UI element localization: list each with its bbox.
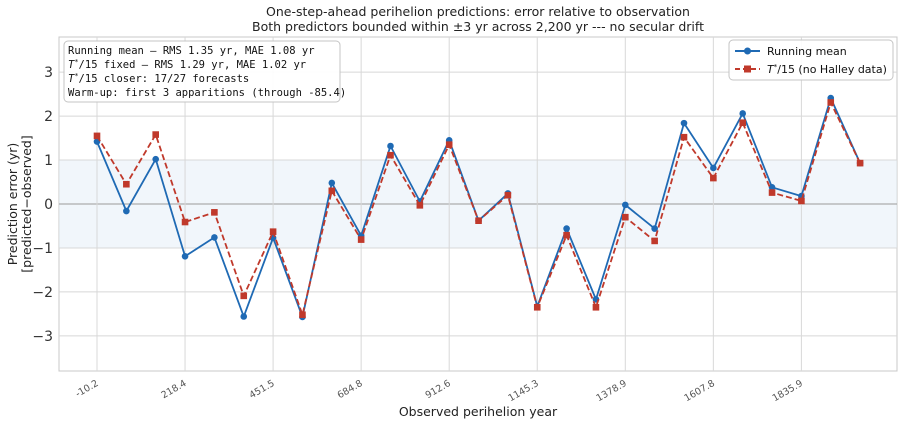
y-tick-layer: −3 −2 −1 0 1 2 3: [32, 65, 53, 345]
y-tick-label: −1: [32, 241, 53, 257]
data-point-tstar: [475, 217, 482, 224]
data-point-tstar: [504, 191, 512, 199]
y-tick-label: 2: [44, 109, 53, 125]
legend-marker-running-mean: [744, 47, 751, 55]
y-tick-label: 1: [44, 153, 53, 169]
annotation-line-2-prefix: T: [68, 59, 75, 71]
annotation-line-4: Warm-up: first 3 apparitions (through -8…: [68, 87, 346, 99]
x-tick-label: -10.2: [74, 378, 101, 400]
data-point-tstar: [680, 133, 688, 141]
data-point-running-mean: [563, 225, 570, 232]
data-point-tstar: [856, 159, 864, 167]
series-layer: [93, 94, 864, 321]
data-point-tstar: [798, 197, 805, 205]
data-point-running-mean: [680, 119, 688, 127]
data-point-running-mean: [622, 201, 629, 209]
data-point-tstar: [592, 303, 600, 311]
data-point-tstar: [563, 231, 570, 239]
y-tick-label: −2: [32, 285, 53, 301]
legend-frame: [728, 39, 894, 81]
annotation-line-2: T*/15 fixed — RMS 1.29 yr, MAE 1.02 yr: [68, 58, 306, 71]
annotation-line-3: T*/15 closer: 17/27 forecasts: [68, 72, 249, 85]
annotation-frame: [63, 40, 341, 103]
y-tick-label: −3: [32, 329, 53, 345]
annotation-line-2-sup: *: [74, 58, 78, 66]
legend-label-tstar-prefix: T: [767, 63, 775, 76]
annotation-line-2-suffix: /15 fixed — RMS 1.29 yr, MAE 1.02 yr: [79, 59, 307, 71]
data-point-tstar: [328, 187, 336, 195]
y-axis-label-line1: Prediction error (yr): [5, 143, 20, 266]
chart-title-line2: Both predictors bounded within ±3 yr acr…: [252, 19, 704, 34]
x-tick-label: 1145.3: [506, 378, 540, 404]
legend-label-running-mean: Running mean: [767, 45, 847, 58]
data-point-tstar: [768, 189, 776, 196]
data-point-running-mean: [328, 179, 336, 187]
data-point-running-mean: [768, 184, 776, 191]
x-tick-label: 218.4: [159, 378, 188, 401]
y-tick-label: 3: [44, 65, 53, 81]
legend-label-tstar: T*/15 (no Halley data): [767, 63, 887, 76]
data-point-running-mean: [739, 110, 746, 117]
data-point-tstar: [387, 151, 394, 159]
legend-marker-tstar: [744, 65, 751, 73]
x-tick-label: 1607.8: [683, 378, 717, 404]
data-point-tstar: [240, 292, 248, 300]
chart-title-line1: One-step-ahead perihelion predictions: e…: [266, 4, 690, 19]
x-tick-label: 451.5: [248, 378, 277, 401]
data-point-tstar: [123, 180, 130, 188]
x-tick-label: 684.8: [336, 378, 365, 401]
data-point-running-mean: [240, 313, 248, 320]
data-point-tstar: [181, 218, 189, 226]
data-point-tstar: [416, 202, 424, 209]
data-point-running-mean: [181, 252, 189, 260]
annotation-line-3-sup: *: [74, 72, 78, 80]
data-point-tstar: [710, 174, 717, 182]
data-point-tstar: [93, 132, 101, 140]
y-axis-label-line2: [predicted−observed]: [19, 135, 34, 272]
data-point-tstar: [211, 209, 218, 216]
data-point-tstar: [445, 141, 453, 148]
data-point-tstar: [651, 237, 658, 245]
y-tick-label: 0: [44, 197, 53, 213]
data-point-tstar: [269, 228, 277, 235]
data-point-running-mean: [211, 234, 218, 241]
data-point-running-mean: [710, 164, 717, 172]
legend-label-tstar-sup: *: [774, 63, 778, 71]
data-point-running-mean: [387, 142, 394, 150]
data-point-tstar: [827, 99, 835, 106]
stats-annotation-box: Running mean — RMS 1.35 yr, MAE 1.08 yr …: [63, 40, 346, 103]
x-tick-label: 912.6: [424, 378, 453, 401]
data-point-tstar: [299, 311, 306, 319]
annotation-line-1: Running mean — RMS 1.35 yr, MAE 1.08 yr: [68, 45, 315, 57]
data-point-tstar: [739, 119, 746, 126]
data-point-tstar: [533, 303, 541, 311]
annotation-line-3-suffix: /15 closer: 17/27 forecasts: [79, 73, 250, 85]
x-tick-label: 1835.9: [771, 378, 805, 404]
x-tick-layer: -10.2 218.4 451.5 684.8 912.6 1145.3 1378.9 160…: [74, 378, 805, 404]
x-tick-label: 1378.9: [595, 378, 629, 404]
legend-label-tstar-suffix: /15 (no Halley data): [777, 63, 887, 76]
data-point-tstar: [152, 131, 159, 138]
annotation-line-3-prefix: T: [68, 73, 75, 85]
data-point-tstar: [622, 213, 629, 221]
legend: Running mean T*/15 (no Halley data): [728, 39, 894, 81]
data-point-running-mean: [123, 207, 130, 215]
data-point-tstar: [357, 236, 365, 243]
data-point-running-mean: [651, 225, 658, 232]
data-point-running-mean: [152, 155, 159, 163]
x-axis-label: Observed perihelion year: [399, 404, 558, 419]
